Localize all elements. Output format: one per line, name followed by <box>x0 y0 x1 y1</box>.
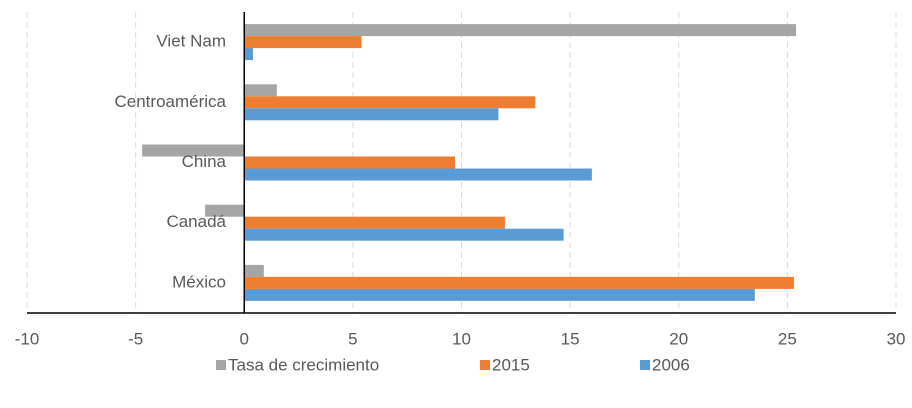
bar <box>244 264 264 277</box>
bar <box>244 84 277 97</box>
x-tick-label: 25 <box>778 329 797 348</box>
x-tick-label: 15 <box>561 329 580 348</box>
bar <box>244 276 794 289</box>
y-tick-label: Viet Nam <box>156 32 226 51</box>
x-tick-label: -5 <box>128 329 143 348</box>
legend-swatch <box>640 360 650 370</box>
x-tick-label: 10 <box>452 329 471 348</box>
y-tick-label: Canadá <box>166 212 226 231</box>
legend-label: Tasa de crecimiento <box>228 355 379 374</box>
bar <box>244 168 592 181</box>
bar <box>205 204 245 217</box>
legend-label: 2015 <box>492 355 530 374</box>
x-tick-label: 20 <box>669 329 688 348</box>
y-tick-label: México <box>172 272 226 291</box>
bar <box>142 144 245 157</box>
bar <box>244 36 362 49</box>
bar <box>244 216 505 229</box>
x-tick-label: 0 <box>240 329 249 348</box>
y-tick-label: Centroamérica <box>115 92 227 111</box>
bar <box>244 108 499 121</box>
bar <box>244 48 253 61</box>
bar <box>244 156 455 169</box>
x-tick-label: -10 <box>15 329 40 348</box>
y-tick-label: China <box>182 152 227 171</box>
bar <box>244 96 536 109</box>
legend-label: 2006 <box>652 355 690 374</box>
x-tick-label: 30 <box>887 329 906 348</box>
bar <box>244 228 564 241</box>
x-tick-label: 5 <box>348 329 357 348</box>
legend-swatch <box>480 360 490 370</box>
legend-swatch <box>216 360 226 370</box>
bar <box>244 24 797 37</box>
bar <box>244 288 755 301</box>
